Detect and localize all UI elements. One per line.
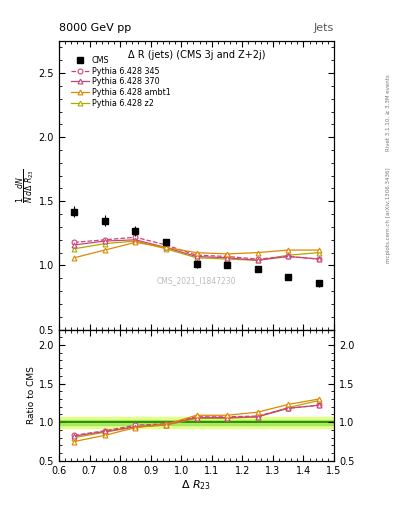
Y-axis label: $\frac{1}{N}\frac{dN}{d\Delta\ R_{23}}$: $\frac{1}{N}\frac{dN}{d\Delta\ R_{23}}$ — [15, 168, 37, 203]
Y-axis label: Ratio to CMS: Ratio to CMS — [27, 366, 36, 424]
Text: 8000 GeV pp: 8000 GeV pp — [59, 23, 131, 33]
Bar — [59, 417, 334, 428]
Text: Rivet 3.1.10, ≥ 3.3M events: Rivet 3.1.10, ≥ 3.3M events — [386, 74, 391, 151]
Text: mcplots.cern.ch [arXiv:1306.3436]: mcplots.cern.ch [arXiv:1306.3436] — [386, 167, 391, 263]
X-axis label: $\Delta\ R_{23}$: $\Delta\ R_{23}$ — [182, 478, 211, 492]
Text: Jets: Jets — [314, 23, 334, 33]
Text: Δ R (jets) (CMS 3j and Z+2j): Δ R (jets) (CMS 3j and Z+2j) — [128, 50, 265, 59]
Legend: CMS, Pythia 6.428 345, Pythia 6.428 370, Pythia 6.428 ambt1, Pythia 6.428 z2: CMS, Pythia 6.428 345, Pythia 6.428 370,… — [68, 54, 173, 110]
Bar — [59, 420, 334, 424]
Text: CMS_2021_I1847230: CMS_2021_I1847230 — [157, 276, 236, 285]
